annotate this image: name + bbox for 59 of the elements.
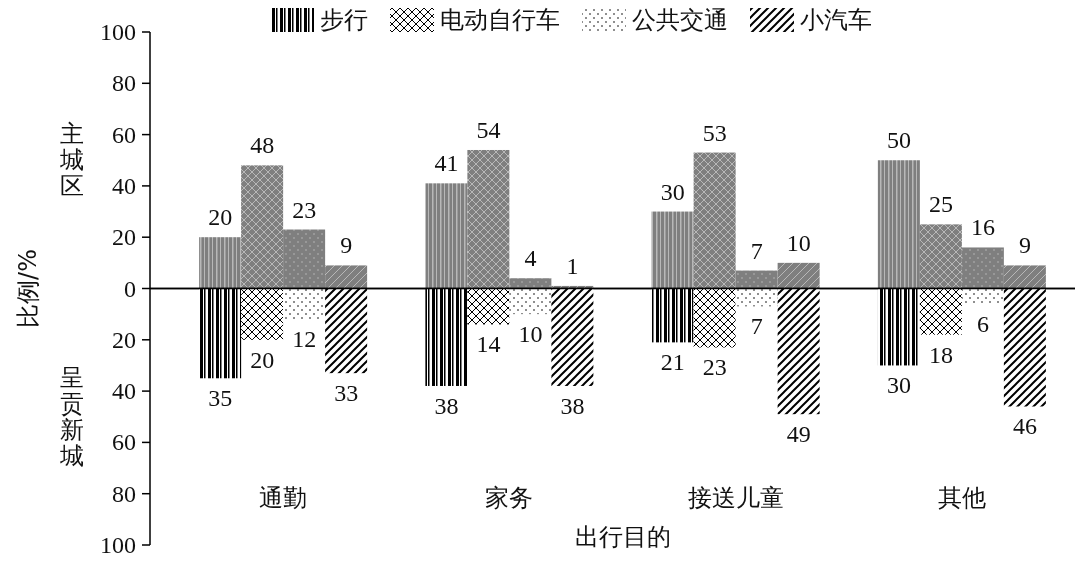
data-label: 20	[250, 346, 275, 373]
text: 主城区	[59, 120, 84, 201]
text: 呈贡新城	[59, 363, 84, 470]
data-label: 41	[434, 150, 459, 177]
data-label: 46	[1012, 413, 1037, 440]
data-label: 35	[208, 385, 233, 412]
data-label: 23	[702, 354, 727, 381]
legend-label: 电动自行车	[440, 6, 560, 34]
data-label: 12	[292, 326, 317, 353]
y-tick-label: 60	[112, 121, 136, 148]
legend-label: 步行	[320, 6, 368, 34]
data-label: 10	[518, 321, 543, 348]
data-label: 9	[1018, 232, 1031, 259]
y-tick-label: 40	[112, 378, 136, 405]
x-axis-title: 出行目的	[574, 523, 671, 551]
bar	[467, 288, 510, 325]
y-tick-label: 100	[100, 19, 136, 45]
legend-label: 公共交通	[632, 6, 728, 34]
y-axis-title: 比例/%	[14, 249, 42, 328]
x-tick-label: 接送儿童	[687, 484, 784, 512]
data-label: 38	[560, 392, 585, 419]
data-label: 48	[250, 132, 275, 159]
y-tick-label: 80	[112, 70, 136, 97]
data-label: 21	[660, 349, 685, 376]
data-label: 7	[750, 237, 763, 264]
data-label: 14	[476, 331, 501, 358]
data-label: 23	[292, 196, 317, 223]
data-label: 16	[970, 214, 995, 241]
data-label: 53	[702, 119, 727, 146]
data-label: 25	[928, 191, 953, 218]
data-label: 38	[434, 392, 459, 419]
data-label: 30	[660, 178, 685, 205]
data-label: 33	[334, 380, 359, 407]
data-label: 18	[928, 341, 953, 368]
y-tick-label: 80	[112, 480, 136, 507]
data-label: 30	[886, 372, 911, 399]
y-tick-label: 40	[112, 172, 136, 199]
data-label: 7	[750, 313, 763, 340]
x-tick-label: 家务	[485, 484, 534, 512]
bar	[325, 265, 368, 289]
bar	[777, 262, 820, 289]
bar	[1003, 265, 1046, 289]
data-label: 50	[886, 127, 911, 154]
data-label: 4	[524, 245, 537, 272]
x-tick-label: 其他	[937, 484, 986, 512]
data-label: 54	[476, 116, 501, 143]
data-label: 6	[976, 310, 989, 337]
legend-label: 小汽车	[800, 6, 872, 34]
y-tick-label: 20	[112, 224, 136, 251]
y-tick-label: 100	[100, 532, 136, 558]
y-tick-label: 20	[112, 326, 136, 353]
x-tick-label: 通勤	[259, 484, 308, 512]
y-tick-label: 60	[112, 429, 136, 456]
data-label: 10	[786, 229, 811, 256]
data-label: 1	[566, 252, 579, 279]
data-label: 49	[786, 421, 811, 448]
data-label: 20	[208, 204, 233, 231]
data-label: 9	[340, 232, 353, 259]
y-tick-label: 0	[124, 275, 136, 302]
